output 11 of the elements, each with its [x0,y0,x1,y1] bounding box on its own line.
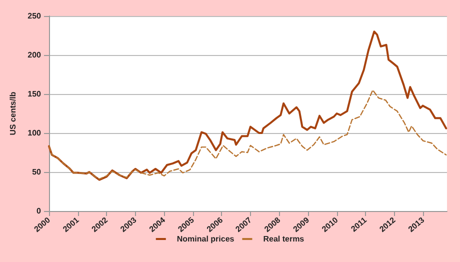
legend-label: Real terms [263,234,305,244]
y-tick-label: 0 [36,206,42,216]
y-tick-label: 150 [28,90,42,98]
y-tick-label: 50 [32,168,42,176]
line-series [48,30,448,181]
y-tick-label: 200 [28,50,42,60]
y-tick-label: 250 [28,12,42,20]
line-series [48,90,447,180]
y-axis-title: US cents/lb [8,92,18,136]
y-tick-label: 100 [28,128,42,138]
legend-label: Nominal prices [176,234,235,244]
